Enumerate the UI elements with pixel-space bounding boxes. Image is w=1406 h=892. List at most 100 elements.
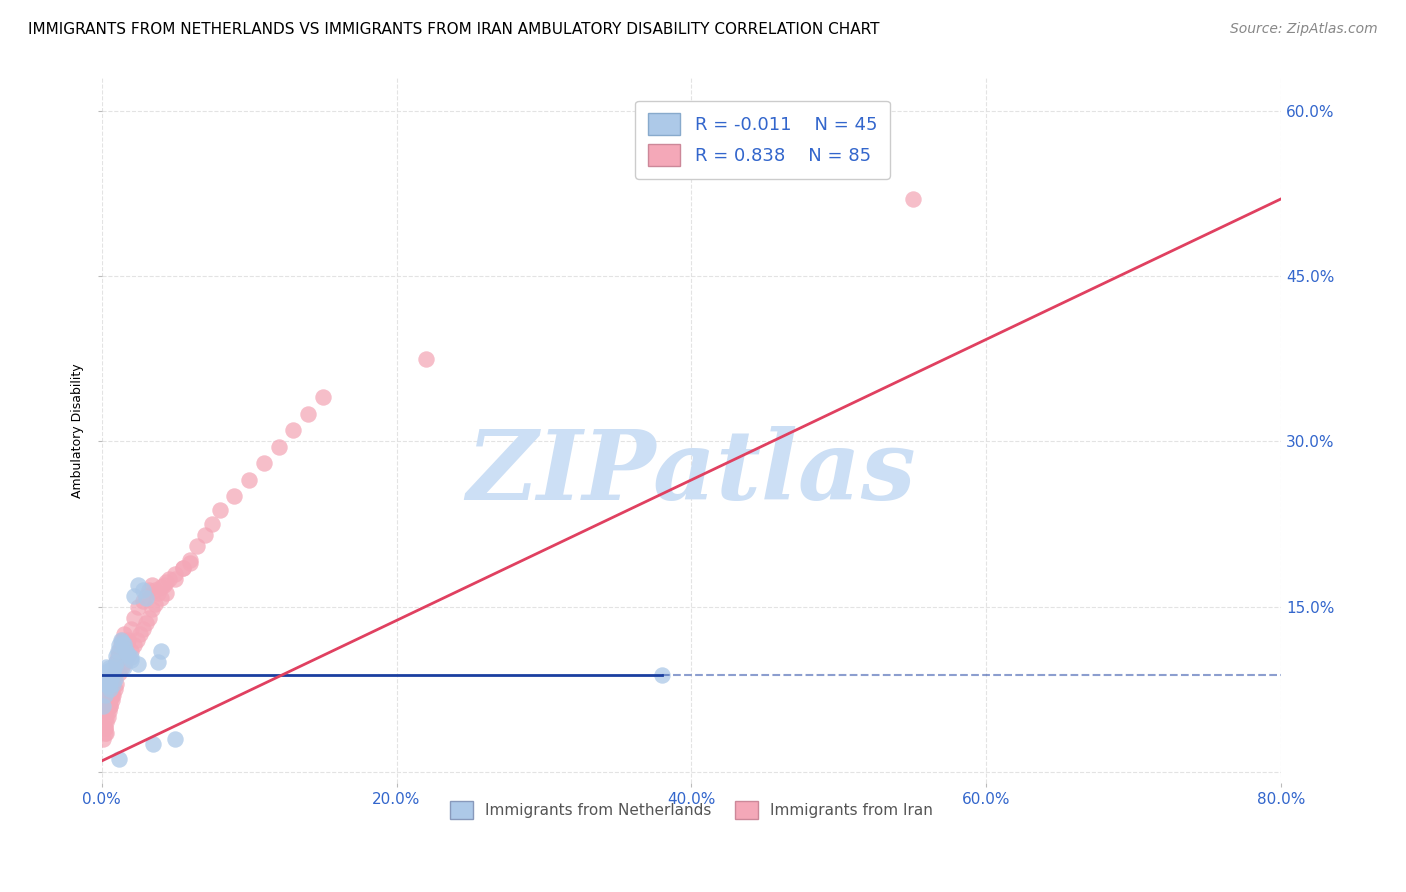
Point xyxy=(112,637,135,651)
Point xyxy=(91,698,114,713)
Point xyxy=(208,502,231,516)
Point xyxy=(107,649,129,664)
Point xyxy=(105,655,128,669)
Point xyxy=(152,577,174,591)
Point xyxy=(96,668,118,682)
Point xyxy=(111,635,134,649)
Point xyxy=(141,577,163,591)
Point xyxy=(98,705,121,719)
Point xyxy=(101,682,124,697)
Point xyxy=(132,583,155,598)
Text: IMMIGRANTS FROM NETHERLANDS VS IMMIGRANTS FROM IRAN AMBULATORY DISABILITY CORREL: IMMIGRANTS FROM NETHERLANDS VS IMMIGRANT… xyxy=(28,22,880,37)
Point xyxy=(96,698,118,713)
Point xyxy=(122,589,145,603)
Legend: Immigrants from Netherlands, Immigrants from Iran: Immigrants from Netherlands, Immigrants … xyxy=(444,795,939,825)
Point xyxy=(267,440,290,454)
Point xyxy=(98,671,121,685)
Point xyxy=(186,539,208,553)
Point xyxy=(96,674,118,689)
Text: Source: ZipAtlas.com: Source: ZipAtlas.com xyxy=(1230,22,1378,37)
Point xyxy=(132,622,155,636)
Point xyxy=(98,661,121,675)
Point xyxy=(103,665,125,679)
Point xyxy=(238,473,260,487)
Point xyxy=(165,731,187,746)
Point xyxy=(101,669,124,683)
Point xyxy=(283,423,305,437)
Point xyxy=(117,632,139,647)
Point xyxy=(159,572,181,586)
Point xyxy=(135,589,157,603)
Point xyxy=(138,583,160,598)
Point xyxy=(96,688,118,702)
Point xyxy=(312,390,335,404)
Point xyxy=(94,726,117,740)
Point xyxy=(415,351,437,366)
Point xyxy=(108,644,131,658)
Point xyxy=(127,657,149,671)
Point xyxy=(135,591,157,605)
Point xyxy=(155,586,177,600)
Point xyxy=(129,627,152,641)
Point xyxy=(93,721,115,735)
Point xyxy=(100,693,122,707)
Point xyxy=(146,586,169,600)
Point xyxy=(105,655,128,669)
Point xyxy=(112,627,135,641)
Point xyxy=(94,671,117,685)
Point xyxy=(172,561,194,575)
Point xyxy=(143,583,166,598)
Point xyxy=(100,673,122,688)
Point xyxy=(117,649,139,664)
Point xyxy=(93,688,115,702)
Point xyxy=(96,664,118,678)
Point xyxy=(98,677,121,691)
Point xyxy=(146,655,169,669)
Point xyxy=(108,752,131,766)
Point xyxy=(96,693,118,707)
Point xyxy=(91,731,114,746)
Point xyxy=(104,673,127,687)
Point xyxy=(179,556,201,570)
Point xyxy=(143,598,166,612)
Point xyxy=(194,528,217,542)
Point xyxy=(112,660,135,674)
Point xyxy=(117,648,139,662)
Point xyxy=(100,682,122,697)
Point xyxy=(94,705,117,719)
Point xyxy=(651,668,673,682)
Point xyxy=(165,572,187,586)
Point xyxy=(94,665,117,680)
Point xyxy=(93,726,115,740)
Point xyxy=(125,632,148,647)
Point xyxy=(115,635,138,649)
Point xyxy=(142,738,165,752)
Point xyxy=(104,659,127,673)
Point xyxy=(101,693,124,707)
Point xyxy=(101,688,124,702)
Point xyxy=(98,682,121,697)
Point xyxy=(105,660,128,674)
Point xyxy=(122,638,145,652)
Point xyxy=(103,677,125,691)
Point xyxy=(103,671,125,685)
Point xyxy=(141,602,163,616)
Point xyxy=(253,456,276,470)
Point xyxy=(93,721,115,735)
Point xyxy=(111,632,134,647)
Point xyxy=(114,641,136,656)
Point xyxy=(901,192,924,206)
Point xyxy=(100,698,122,713)
Point xyxy=(105,649,128,664)
Point xyxy=(165,566,187,581)
Point xyxy=(138,610,160,624)
Point xyxy=(120,650,142,665)
Point xyxy=(115,646,138,660)
Text: ZIPatlas: ZIPatlas xyxy=(467,425,917,519)
Point xyxy=(101,663,124,677)
Point xyxy=(110,632,132,647)
Point xyxy=(96,710,118,724)
Point xyxy=(127,577,149,591)
Point xyxy=(149,591,172,605)
Point xyxy=(224,489,246,503)
